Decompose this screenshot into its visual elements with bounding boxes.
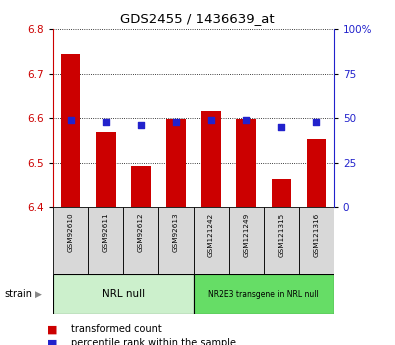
Bar bbox=[194, 207, 229, 274]
Bar bbox=[166, 119, 186, 207]
Bar bbox=[237, 119, 256, 207]
Text: GSM92613: GSM92613 bbox=[173, 213, 179, 252]
Bar bbox=[229, 207, 263, 274]
Bar bbox=[123, 207, 158, 274]
Point bbox=[243, 117, 249, 123]
Text: GSM92610: GSM92610 bbox=[68, 213, 74, 252]
Point bbox=[68, 117, 74, 123]
Text: GSM121315: GSM121315 bbox=[278, 213, 284, 257]
Bar bbox=[96, 132, 116, 207]
Point bbox=[278, 124, 284, 130]
Bar bbox=[201, 111, 221, 207]
Point bbox=[313, 119, 320, 125]
Point bbox=[208, 117, 214, 123]
Bar bbox=[307, 139, 326, 207]
Text: ■: ■ bbox=[47, 325, 58, 334]
Bar bbox=[88, 207, 123, 274]
Text: NR2E3 transgene in NRL null: NR2E3 transgene in NRL null bbox=[208, 289, 319, 299]
Bar bbox=[131, 166, 150, 207]
Text: GSM121249: GSM121249 bbox=[243, 213, 249, 257]
Point bbox=[138, 122, 144, 128]
Text: ▶: ▶ bbox=[35, 289, 41, 298]
Text: GSM92612: GSM92612 bbox=[138, 213, 144, 252]
Point bbox=[103, 119, 109, 125]
Bar bbox=[299, 207, 334, 274]
Text: GSM92611: GSM92611 bbox=[103, 213, 109, 252]
Point bbox=[173, 119, 179, 125]
Bar bbox=[263, 207, 299, 274]
Bar bbox=[194, 274, 334, 314]
Text: GDS2455 / 1436639_at: GDS2455 / 1436639_at bbox=[120, 12, 275, 25]
Text: ■: ■ bbox=[47, 338, 58, 345]
Text: GSM121242: GSM121242 bbox=[208, 213, 214, 257]
Text: percentile rank within the sample: percentile rank within the sample bbox=[71, 338, 236, 345]
Bar bbox=[53, 274, 194, 314]
Text: GSM121316: GSM121316 bbox=[313, 213, 319, 257]
Text: transformed count: transformed count bbox=[71, 325, 162, 334]
Bar bbox=[61, 54, 81, 207]
Text: NRL null: NRL null bbox=[102, 289, 145, 299]
Text: strain: strain bbox=[4, 289, 32, 299]
Bar bbox=[53, 207, 88, 274]
Bar bbox=[271, 179, 291, 207]
Bar bbox=[158, 207, 194, 274]
